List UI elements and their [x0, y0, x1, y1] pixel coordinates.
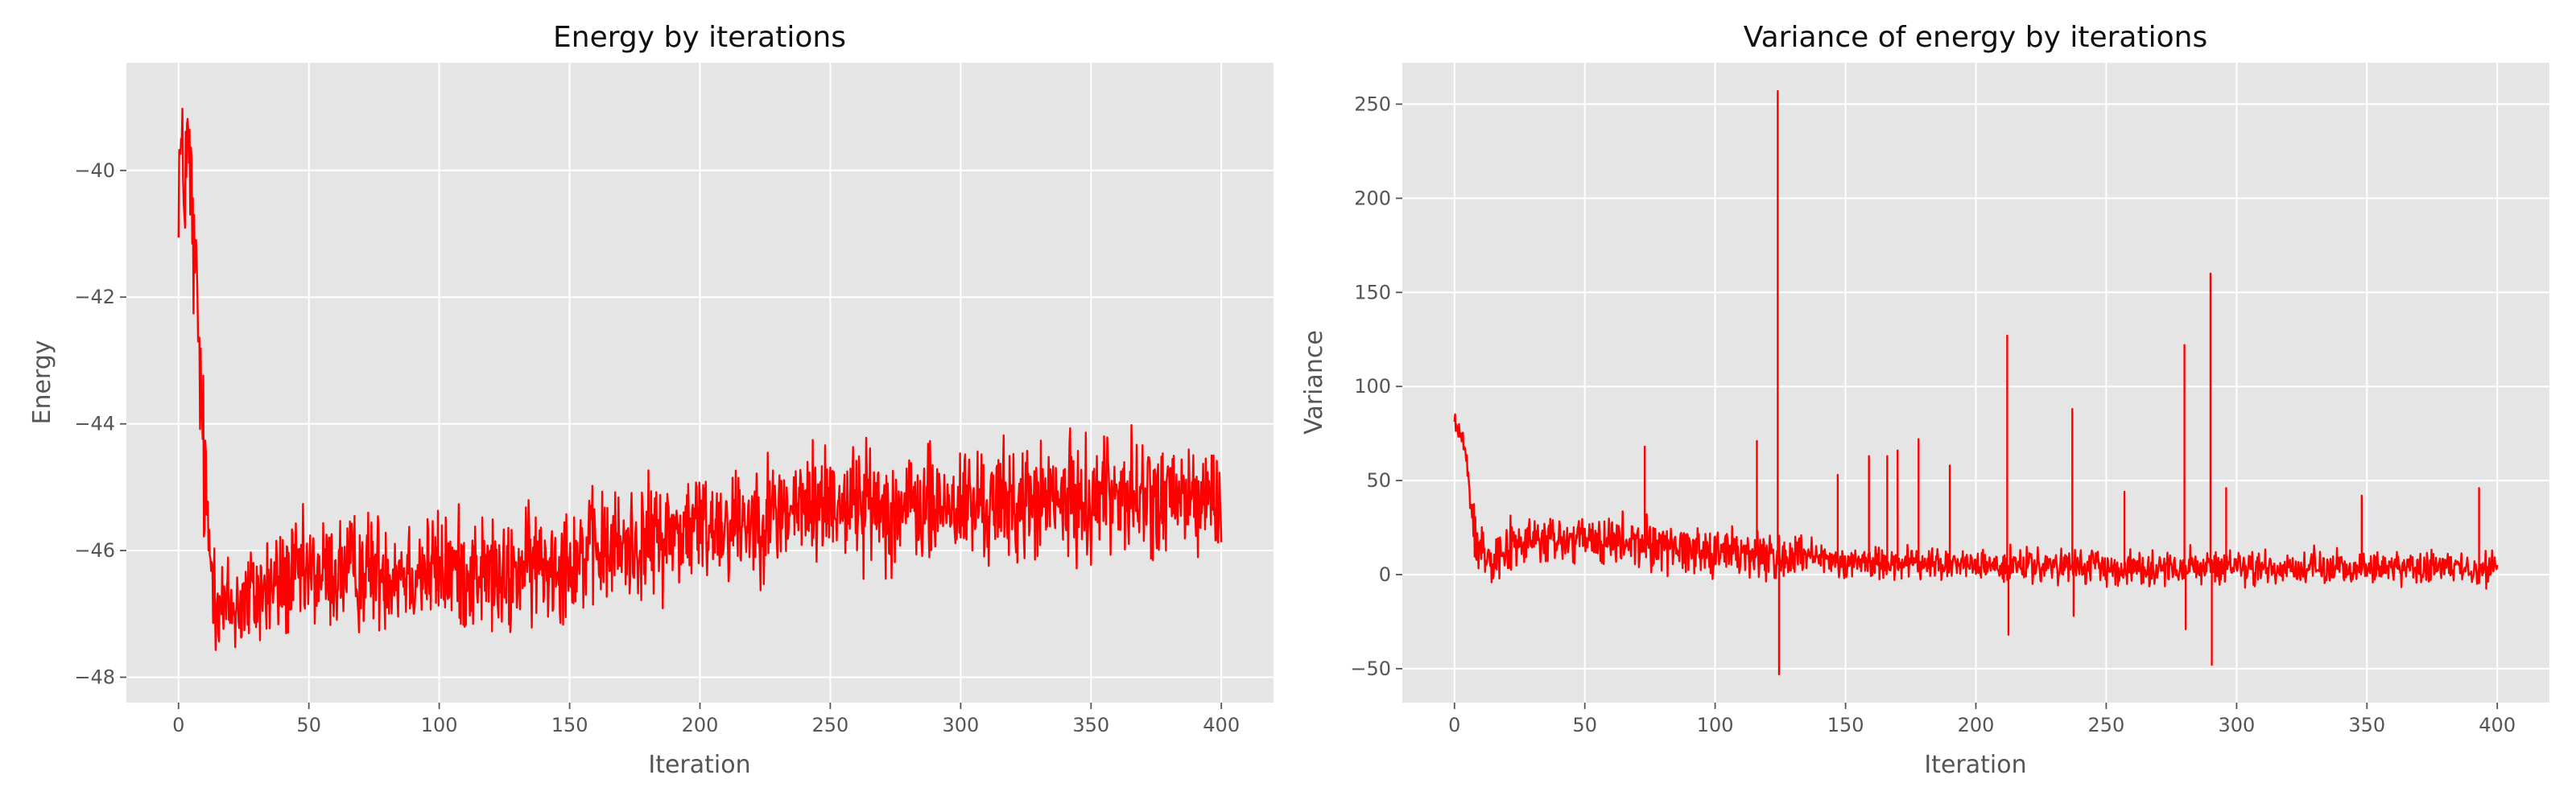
y-tick-label: 50 — [1366, 469, 1391, 492]
y-axis-label: Energy — [28, 340, 56, 424]
x-tick-label: 300 — [942, 714, 979, 736]
y-tick-label: 150 — [1354, 281, 1391, 303]
y-tick-label: −44 — [74, 413, 115, 435]
x-tick-label: 350 — [2348, 714, 2385, 736]
y-tick-label: −48 — [74, 666, 115, 689]
y-tick-label: 0 — [1379, 563, 1391, 586]
variance-chart: 0 50 100 150 200 250 300 350 400 −50 0 50 100 150 200 2… — [1300, 21, 2549, 779]
grid — [1402, 63, 2549, 703]
x-tick-label: 50 — [296, 714, 321, 736]
y-tick-label: −42 — [74, 286, 115, 308]
ticks: 0 50 100 150 200 250 300 350 400 −50 0 50 100 150 200 2… — [1350, 93, 2516, 736]
chart-title: Variance of energy by iterations — [1744, 21, 2207, 54]
x-tick-label: 300 — [2218, 714, 2255, 736]
series-line — [177, 107, 1223, 651]
x-axis-label: Iteration — [648, 751, 750, 779]
x-tick-label: 100 — [1697, 714, 1734, 736]
y-tick-label: −40 — [74, 159, 115, 182]
x-tick-label: 350 — [1072, 714, 1109, 736]
x-tick-label: 100 — [421, 714, 458, 736]
y-tick-label: 100 — [1354, 375, 1391, 398]
series — [177, 107, 1223, 651]
x-tick-label: 150 — [1827, 714, 1864, 736]
x-tick-label: 200 — [682, 714, 719, 736]
series — [1453, 89, 2499, 676]
x-tick-label: 150 — [551, 714, 588, 736]
y-tick-label: 200 — [1354, 187, 1391, 209]
y-tick-label: −46 — [74, 539, 115, 562]
grid — [126, 63, 1274, 703]
x-tick-label: 250 — [811, 714, 848, 736]
ticks: 0 50 100 150 200 250 300 350 400 −48 −46 −44 −42 −40 — [74, 159, 1240, 736]
x-axis-label: Iteration — [1924, 751, 2026, 779]
y-tick-label: −50 — [1350, 658, 1391, 680]
x-tick-label: 400 — [2479, 714, 2516, 736]
series-line — [1453, 89, 2499, 676]
x-tick-label: 250 — [2087, 714, 2124, 736]
x-tick-label: 400 — [1203, 714, 1240, 736]
chart-title: Energy by iterations — [553, 21, 846, 54]
x-tick-label: 200 — [1958, 714, 1995, 736]
x-tick-label: 0 — [172, 714, 184, 736]
x-tick-label: 0 — [1448, 714, 1460, 736]
y-axis-label: Variance — [1300, 330, 1328, 435]
x-tick-label: 50 — [1572, 714, 1597, 736]
y-tick-label: 250 — [1354, 93, 1391, 115]
energy-chart: 0 50 100 150 200 250 300 350 400−48−46−44−42−40 … — [28, 21, 1274, 779]
